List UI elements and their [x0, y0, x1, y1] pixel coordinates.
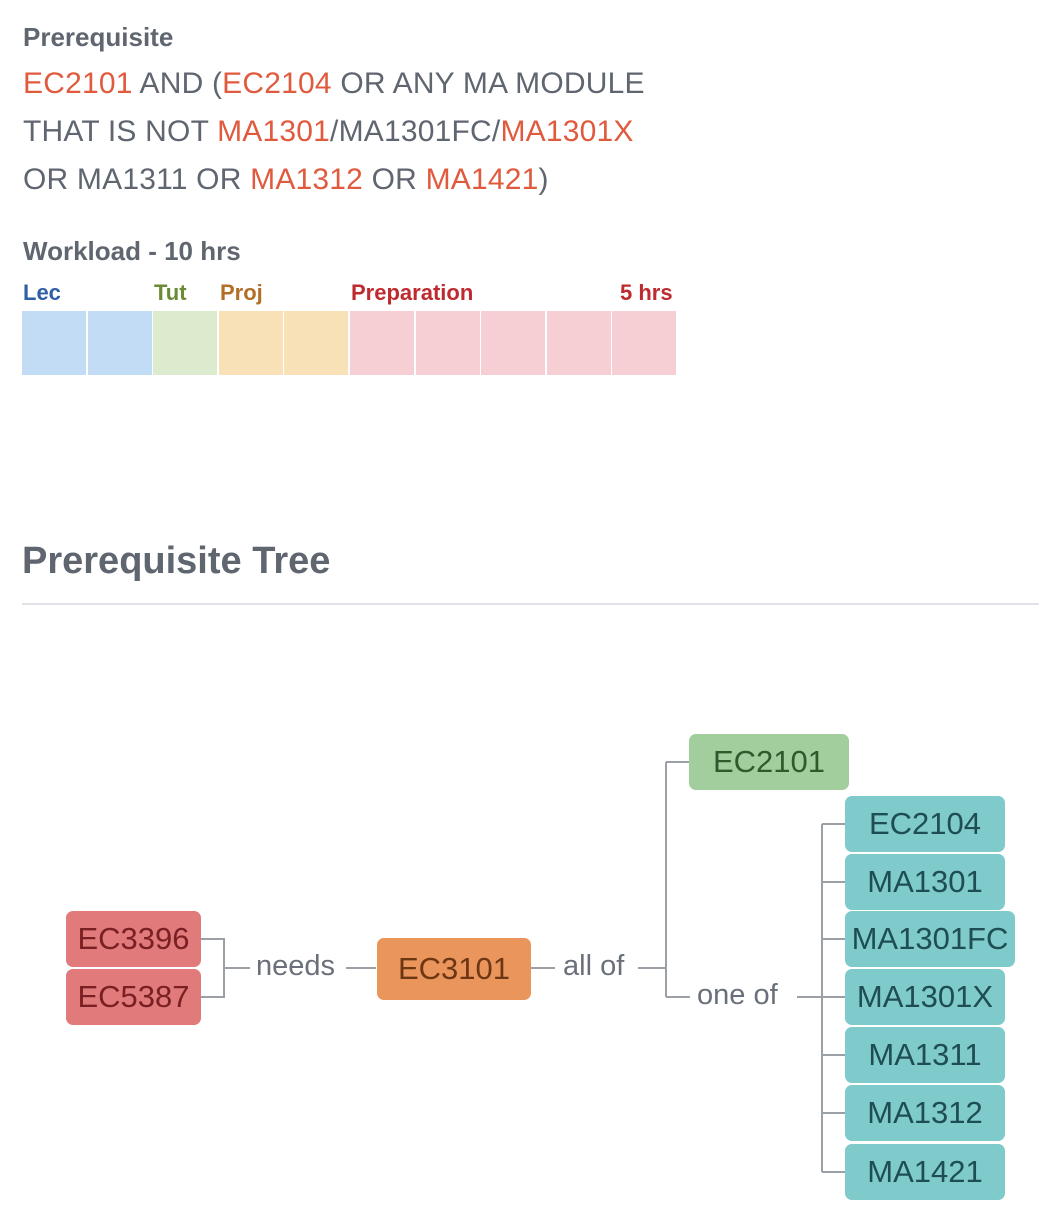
prerequisite-text: AND (	[132, 67, 223, 100]
divider	[22, 603, 1039, 605]
workload-prep-hours: 5 hrs	[620, 280, 673, 305]
option-module-ma1301fc[interactable]: MA1301FC	[845, 911, 1015, 967]
module-link-ec2101[interactable]: EC2101	[23, 67, 133, 100]
all-of-label: all of	[557, 950, 631, 983]
option-module-ma1301x[interactable]: MA1301X	[845, 969, 1005, 1025]
workload-tut-cell	[153, 311, 218, 375]
prerequisite-text: )	[538, 163, 549, 196]
option-module-ma1421[interactable]: MA1421	[845, 1144, 1005, 1200]
prerequisite-line-3: OR MA1311 OR MA1312 OR MA1421)	[23, 156, 645, 204]
dependent-module-ec5387[interactable]: EC5387	[66, 969, 201, 1025]
prerequisite-line-1: EC2101 AND (EC2104 OR ANY MA MODULE	[23, 60, 645, 108]
workload-heading: Workload - 10 hrs	[23, 236, 241, 266]
prerequisite-text: THAT IS NOT	[23, 115, 218, 148]
workload-lec-cell	[22, 311, 86, 375]
needs-label: needs	[250, 950, 342, 983]
workload-prep-cell	[350, 311, 414, 375]
workload-lec-cell	[87, 311, 152, 375]
one-of-label: one of	[691, 979, 784, 1012]
prerequisite-text: OR MA1311 OR	[23, 163, 251, 196]
workload-prep-cell	[481, 311, 546, 375]
prerequisite-text: OR ANY MA MODULE	[331, 67, 645, 100]
module-link-ec2104[interactable]: EC2104	[222, 67, 332, 100]
workload-prep-cell	[612, 311, 677, 375]
workload-proj-cell	[284, 311, 349, 375]
prerequisite-tree-title: Prerequisite Tree	[22, 540, 331, 582]
option-module-ma1311[interactable]: MA1311	[845, 1027, 1005, 1083]
dependent-module-ec3396[interactable]: EC3396	[66, 911, 201, 967]
workload-proj-label: Proj	[220, 280, 263, 305]
prerequisite-text: OR	[363, 163, 426, 196]
module-link-ma1301[interactable]: MA1301	[217, 115, 331, 148]
module-link-ma1301x[interactable]: MA1301X	[500, 115, 634, 148]
option-module-ma1301[interactable]: MA1301	[845, 854, 1005, 910]
prerequisite-heading: Prerequisite	[23, 22, 174, 52]
prerequisite-description: EC2101 AND (EC2104 OR ANY MA MODULE THAT…	[23, 60, 645, 204]
option-module-ec2104[interactable]: EC2104	[845, 796, 1005, 852]
option-module-ma1312[interactable]: MA1312	[845, 1085, 1005, 1141]
workload-prep-cell	[546, 311, 611, 375]
prerequisite-text: /MA1301FC/	[330, 115, 501, 148]
module-link-ma1312[interactable]: MA1312	[250, 163, 364, 196]
workload-lec-label: Lec	[23, 280, 61, 305]
workload-tut-label: Tut	[154, 280, 187, 305]
required-module-ec2101[interactable]: EC2101	[689, 734, 849, 790]
workload-prep-label: Preparation	[351, 280, 474, 305]
module-link-ma1421[interactable]: MA1421	[425, 163, 539, 196]
workload-prep-cell	[415, 311, 480, 375]
workload-proj-cell	[218, 311, 283, 375]
prerequisite-line-2: THAT IS NOT MA1301/MA1301FC/MA1301X	[23, 108, 645, 156]
current-module-ec3101[interactable]: EC3101	[377, 938, 531, 1000]
